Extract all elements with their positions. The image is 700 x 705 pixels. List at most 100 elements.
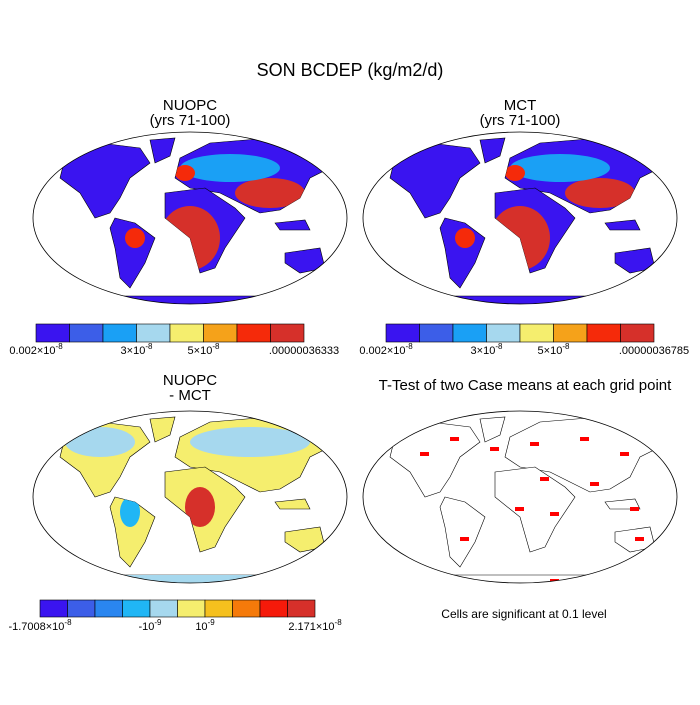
colorbar-box [486, 323, 521, 343]
significant-cell [490, 447, 499, 451]
panel-title: NUOPC [163, 97, 217, 114]
colorbar-box [385, 323, 420, 343]
land [399, 574, 641, 583]
land [149, 137, 176, 164]
data-field [505, 165, 525, 181]
data-field [65, 427, 135, 457]
land [494, 466, 576, 553]
colorbar-label: 3×10-8 [121, 342, 153, 357]
land [149, 416, 176, 443]
colorbar-box [203, 323, 238, 343]
colorbar-box [287, 599, 316, 618]
data-field [495, 206, 550, 270]
significant-cell [530, 442, 539, 446]
data-field [125, 228, 145, 248]
label-base: 3×10 [471, 345, 496, 357]
significant-cell [540, 477, 549, 481]
colorbar-label: 0.002×10-8 [359, 342, 413, 357]
label-base: 2.171×10 [288, 621, 334, 633]
significant-cell [420, 452, 429, 456]
significant-cell [635, 537, 644, 541]
land [604, 219, 641, 231]
data-field [120, 497, 140, 527]
data-field [175, 165, 195, 181]
data-field [190, 427, 310, 457]
significant-cell [620, 452, 629, 456]
colorbar-box [586, 323, 621, 343]
label-exponent: -8 [335, 618, 343, 627]
colorbar-box [519, 323, 554, 343]
significant-cell [590, 482, 599, 486]
colorbar-box [204, 599, 233, 618]
land [284, 247, 326, 274]
label-exponent: -8 [145, 342, 153, 351]
panel-title: - MCT [169, 387, 211, 404]
colorbar-box [122, 599, 151, 618]
land [479, 137, 506, 164]
label-exponent: -8 [406, 342, 414, 351]
land [389, 421, 481, 498]
map-content [59, 137, 341, 304]
map [32, 131, 348, 305]
land [604, 498, 641, 510]
map-content [389, 137, 671, 304]
label-exponent: -8 [562, 342, 570, 351]
map [362, 131, 678, 305]
label-base: 10 [195, 621, 207, 633]
colorbar-label: .00000036785 [619, 345, 689, 357]
colorbar-label: 10-9 [195, 618, 215, 633]
data-field [565, 178, 635, 208]
label-base: -1.7008×10 [8, 621, 64, 633]
label-base: .00000036333 [269, 345, 339, 357]
land [59, 142, 151, 219]
map [362, 410, 678, 584]
label-base: 5×10 [188, 345, 213, 357]
colorbar-box [136, 323, 171, 343]
colorbar-box [39, 599, 68, 618]
colorbar-box [419, 323, 454, 343]
label-base: 3×10 [121, 345, 146, 357]
colorbar-label: -1.7008×10-8 [8, 618, 72, 633]
label-base: 0.002×10 [359, 345, 405, 357]
land [274, 219, 311, 231]
colorbar-box [232, 599, 261, 618]
data-field [180, 154, 280, 182]
panel-note: Cells are significant at 0.1 level [441, 607, 606, 621]
significant-cell [460, 537, 469, 541]
map-border [362, 131, 678, 305]
colorbar-label: 5×10-8 [188, 342, 220, 357]
colorbar-box [102, 323, 137, 343]
colorbar-label: 2.171×10-8 [288, 618, 342, 633]
land [284, 526, 326, 553]
significant-cell [550, 512, 559, 516]
colorbar-box [270, 323, 305, 343]
map-border [32, 131, 348, 305]
panel-title: T-Test of two Case means at each grid po… [379, 377, 672, 394]
colorbar-box [67, 599, 96, 618]
label-base: .00000036785 [619, 345, 689, 357]
label-exponent: -9 [154, 618, 162, 627]
label-base: 0.002×10 [9, 345, 55, 357]
significant-cell [580, 437, 589, 441]
colorbar-box [452, 323, 487, 343]
map [32, 410, 348, 584]
significant-cell [450, 437, 459, 441]
label-exponent: -8 [495, 342, 503, 351]
data-field [165, 206, 220, 270]
colorbar-label: 5×10-8 [538, 342, 570, 357]
label-exponent: -9 [208, 618, 216, 627]
colorbar-box [94, 599, 123, 618]
data-field [235, 178, 305, 208]
label-exponent: -8 [212, 342, 220, 351]
label-exponent: -8 [64, 618, 72, 627]
colorbar-label: -10-9 [138, 618, 162, 633]
land [399, 295, 641, 304]
colorbar-box [169, 323, 204, 343]
data-field [455, 228, 475, 248]
colorbar-label: 3×10-8 [471, 342, 503, 357]
colorbar-box [177, 599, 206, 618]
panel-title: MCT [504, 97, 537, 114]
significant-cell [630, 507, 639, 511]
panel-title: NUOPC [163, 372, 217, 389]
